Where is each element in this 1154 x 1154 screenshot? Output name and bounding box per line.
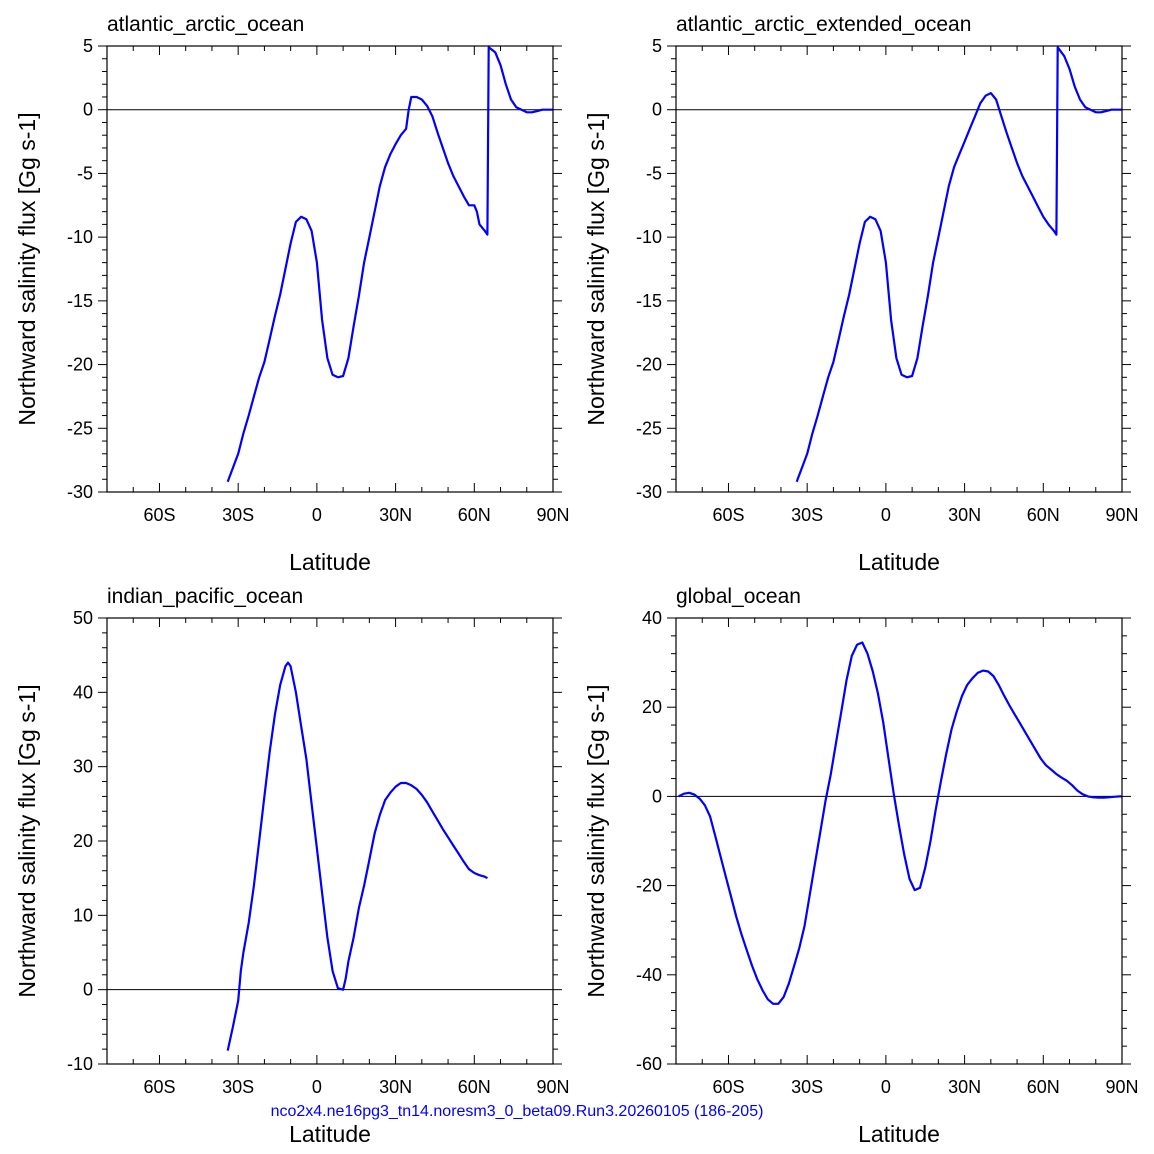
x-tick-label: 30N <box>379 505 412 525</box>
x-axis-label: Latitude <box>289 549 371 575</box>
x-tick-label: 30N <box>379 1077 412 1097</box>
y-tick-label: 0 <box>652 786 662 806</box>
y-tick-label: 0 <box>652 100 662 120</box>
y-tick-label: -10 <box>67 227 93 247</box>
x-tick-label: 90N <box>1105 505 1138 525</box>
x-tick-label: 30S <box>222 505 254 525</box>
data-series-line <box>226 46 553 483</box>
y-tick-label: 5 <box>83 36 93 56</box>
y-tick-label: 20 <box>642 697 662 717</box>
x-tick-label: 60S <box>712 505 744 525</box>
y-tick-label: 40 <box>73 682 93 702</box>
y-tick-label: -20 <box>636 876 662 896</box>
x-tick-label: 0 <box>312 1077 322 1097</box>
plot-frame <box>106 617 554 1065</box>
chart-panel-atlantic_arctic_ocean: 60S 30S 0 30N 60N 90N 5 0 -5 -10 -15 -20 -25 -30 atlan… <box>14 13 570 575</box>
data-series-line <box>795 46 1122 483</box>
chart-panel-indian_pacific_ocean: 60S 30S 0 30N 60N 90N 50 40 30 20 10 0 -10 indian_pac… <box>14 585 570 1147</box>
x-tick-label: 0 <box>881 505 891 525</box>
plot-frame <box>675 617 1123 1065</box>
y-tick-label: 5 <box>652 36 662 56</box>
x-tick-label: 60S <box>712 1077 744 1097</box>
x-tick-label: 90N <box>1105 1077 1138 1097</box>
y-tick-label: -30 <box>636 482 662 502</box>
y-tick-label: -5 <box>646 163 662 183</box>
y-tick-label: -15 <box>636 291 662 311</box>
x-tick-label: 90N <box>536 1077 569 1097</box>
x-tick-label: 30S <box>222 1077 254 1097</box>
panel-title: indian_pacific_ocean <box>107 585 303 608</box>
x-axis-label: Latitude <box>858 1121 940 1147</box>
panel-title: global_ocean <box>676 585 801 608</box>
data-series-line <box>678 641 1122 1005</box>
chart-panel-global_ocean: 60S 30S 0 30N 60N 90N 40 20 0 -20 -40 -60 global_oce… <box>583 585 1139 1147</box>
plot-frame <box>106 45 554 493</box>
x-axis-label: Latitude <box>289 1121 371 1147</box>
y-tick-label: 20 <box>73 831 93 851</box>
y-axis-label: Northward salinity flux [Gg s-1] <box>583 112 609 425</box>
x-tick-label: 30N <box>948 505 981 525</box>
y-tick-label: 10 <box>73 905 93 925</box>
x-tick-label: 0 <box>312 505 322 525</box>
x-tick-label: 60S <box>143 505 175 525</box>
y-axis-label: Northward salinity flux [Gg s-1] <box>14 112 40 425</box>
panel-title: atlantic_arctic_extended_ocean <box>676 13 971 36</box>
x-tick-label: 30S <box>791 505 823 525</box>
run-id-footer: nco2x4.ne16pg3_tn14.noresm3_0_beta09.Run… <box>270 1103 764 1120</box>
x-tick-label: 60N <box>1027 1077 1060 1097</box>
y-tick-label: -10 <box>67 1054 93 1074</box>
x-tick-label: 30S <box>791 1077 823 1097</box>
y-tick-label: -5 <box>77 163 93 183</box>
y-tick-label: 40 <box>642 608 662 628</box>
y-tick-label: 0 <box>83 100 93 120</box>
data-series-line <box>226 661 488 1051</box>
y-tick-label: -25 <box>67 418 93 438</box>
y-tick-label: 50 <box>73 608 93 628</box>
plot-frame <box>675 45 1123 493</box>
x-tick-label: 60S <box>143 1077 175 1097</box>
x-tick-label: 0 <box>881 1077 891 1097</box>
panel-title: atlantic_arctic_ocean <box>107 13 304 36</box>
y-tick-label: -30 <box>67 482 93 502</box>
x-tick-label: 90N <box>536 505 569 525</box>
y-tick-label: -60 <box>636 1054 662 1074</box>
x-axis-label: Latitude <box>858 549 940 575</box>
x-tick-label: 60N <box>1027 505 1060 525</box>
y-tick-label: -20 <box>67 355 93 375</box>
y-tick-label: -20 <box>636 355 662 375</box>
chart-panel-atlantic_arctic_extended_ocean: 60S 30S 0 30N 60N 90N 5 0 -5 -10 -15 -20 -25 -30 atlan… <box>583 13 1139 575</box>
x-tick-label: 60N <box>458 505 491 525</box>
y-axis-label: Northward salinity flux [Gg s-1] <box>583 684 609 997</box>
y-tick-label: 30 <box>73 757 93 777</box>
y-tick-label: -10 <box>636 227 662 247</box>
y-tick-label: -15 <box>67 291 93 311</box>
x-tick-label: 60N <box>458 1077 491 1097</box>
y-tick-label: -25 <box>636 418 662 438</box>
y-axis-label: Northward salinity flux [Gg s-1] <box>14 684 40 997</box>
x-tick-label: 30N <box>948 1077 981 1097</box>
y-tick-label: -40 <box>636 965 662 985</box>
y-tick-label: 0 <box>83 980 93 1000</box>
